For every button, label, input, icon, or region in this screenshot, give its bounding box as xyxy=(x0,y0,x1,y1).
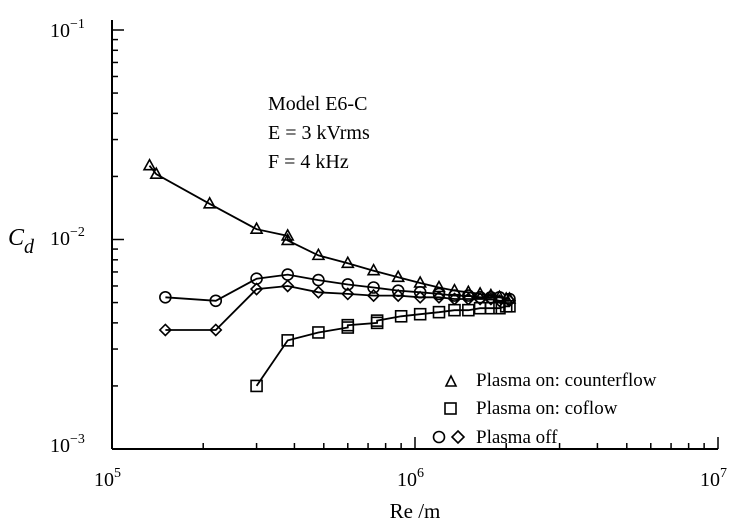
annotation-line-3: F = 4 kHz xyxy=(268,151,349,173)
series-line-triangle xyxy=(148,165,510,300)
diamond-data-point xyxy=(281,279,295,293)
diamond-data-point xyxy=(484,292,498,306)
circle-data-point xyxy=(312,273,325,287)
legend-diamond-marker xyxy=(450,429,466,445)
triangle-data-point xyxy=(391,269,406,283)
diamond-data-point xyxy=(473,292,487,306)
triangle-data-point xyxy=(142,158,157,171)
series-line-diamond xyxy=(165,285,510,331)
y-tick-label-top: 10−1 xyxy=(50,17,85,42)
triangle-data-point xyxy=(280,232,295,246)
x-tick-labels: 105 106 107 xyxy=(94,466,727,491)
diamond-data-point xyxy=(461,292,475,306)
circle-data-point xyxy=(367,281,380,294)
legend-entry-counterflow: Plasma on: counterflow xyxy=(444,370,657,391)
y-tick-labels: 10−1 10−2 10−3 xyxy=(50,17,85,457)
x-tick-label-left: 105 xyxy=(94,466,121,491)
square-data-point xyxy=(281,334,294,347)
series-circle xyxy=(159,268,516,308)
diamond-data-point xyxy=(502,294,517,308)
legend-label-plasma-off: Plasma off xyxy=(476,427,558,448)
triangle-data-point xyxy=(340,255,355,269)
triangle-data-point xyxy=(202,196,217,209)
square-data-point xyxy=(370,314,384,327)
diamond-data-point xyxy=(447,292,462,306)
x-tick-label-mid: 106 xyxy=(397,466,424,491)
diamond-data-point xyxy=(341,287,355,301)
circle-data-point xyxy=(341,278,355,291)
square-data-point xyxy=(312,326,325,339)
legend-square-marker xyxy=(444,402,457,415)
square-data-point xyxy=(341,318,355,332)
series-diamond xyxy=(158,279,517,337)
circle-data-point xyxy=(209,294,223,308)
x-axis-label: Re /m xyxy=(390,499,441,523)
y-tick-label-mid: 10−2 xyxy=(50,225,85,250)
annotation-line-2: E = 3 kVrms xyxy=(268,122,370,144)
legend-triangle-marker xyxy=(444,374,458,387)
diamond-data-point xyxy=(158,323,172,337)
annotation-line-1: Model E6-C xyxy=(268,93,367,115)
diamond-data-point xyxy=(432,290,446,304)
triangle-data-point xyxy=(249,221,264,234)
series-triangle xyxy=(142,158,517,304)
triangle-data-point xyxy=(366,263,381,276)
legend: Plasma on: counterflow Plasma on: coflow… xyxy=(432,370,657,448)
series-square xyxy=(250,299,516,393)
diamond-data-point xyxy=(413,290,427,304)
legend-entry-coflow: Plasma on: coflow xyxy=(444,398,618,419)
legend-label-counterflow: Plasma on: counterflow xyxy=(476,370,657,391)
square-data-point xyxy=(394,309,408,323)
circle-data-point xyxy=(462,289,475,302)
diamond-data-point xyxy=(492,294,507,308)
square-data-point xyxy=(432,305,446,319)
diamond-data-point xyxy=(391,288,405,303)
y-axis-label: Cd xyxy=(8,225,35,258)
triangle-data-point xyxy=(149,166,164,179)
triangle-data-point xyxy=(280,228,295,241)
x-tick-label-right: 107 xyxy=(700,466,727,491)
triangle-data-point xyxy=(447,282,462,296)
axis-ticks xyxy=(111,29,719,450)
diamond-data-point xyxy=(209,323,223,337)
circle-data-point xyxy=(432,287,446,301)
diamond-data-point xyxy=(311,285,326,299)
triangle-data-point xyxy=(311,247,326,261)
legend-circle-marker-main xyxy=(432,430,446,444)
square-data-point xyxy=(413,307,427,321)
y-tick-label-bottom: 10−3 xyxy=(50,432,85,457)
series-layer xyxy=(142,158,517,393)
diamond-data-point xyxy=(366,288,381,303)
diamond-data-point xyxy=(249,282,264,296)
square-data-point xyxy=(250,379,263,393)
legend-label-coflow: Plasma on: coflow xyxy=(476,398,618,419)
model-annotation: Model E6-C E = 3 kVrms F = 4 kHz xyxy=(268,93,370,173)
legend-entry-plasma-off: Plasma off xyxy=(432,427,558,448)
circle-data-point xyxy=(159,290,172,304)
circle-data-point xyxy=(448,289,461,302)
